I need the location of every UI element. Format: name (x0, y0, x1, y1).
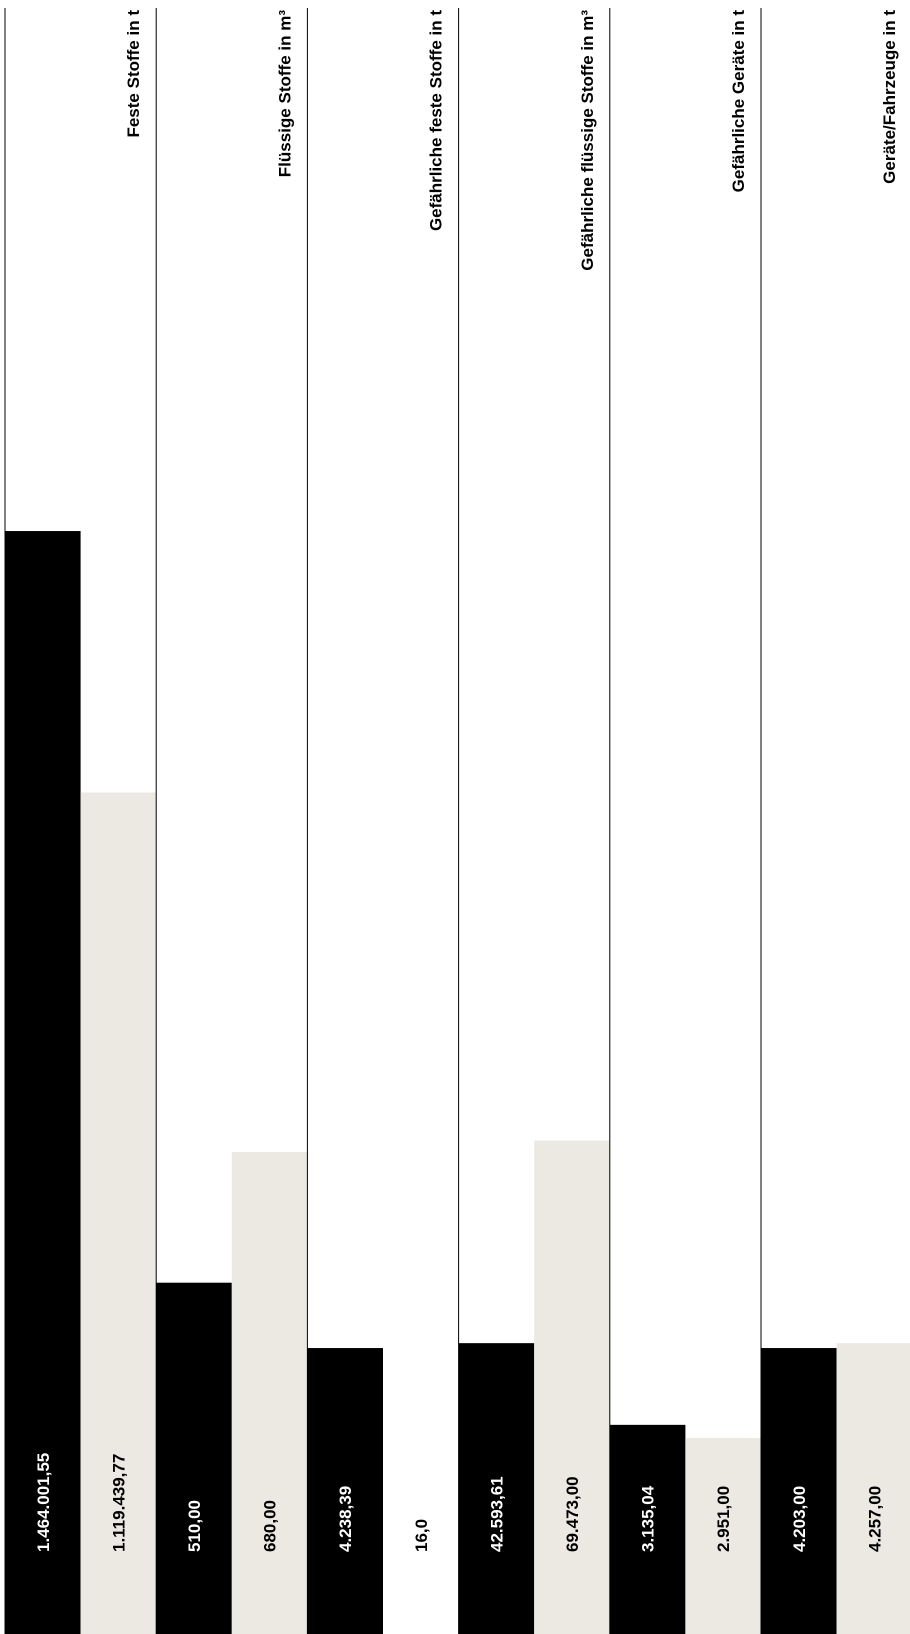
bar-value-label: 1.464.001,55 (34, 1453, 53, 1552)
category-label: Geräte/Fahrzeuge in t (880, 10, 899, 184)
bar (156, 1282, 232, 1634)
bar (80, 792, 157, 1634)
bar-value-label: 4.238,39 (336, 1486, 355, 1552)
bar (458, 1343, 535, 1634)
bar-value-label: 3.135,04 (639, 1485, 658, 1552)
bar (761, 1348, 837, 1634)
bar (5, 531, 81, 1634)
category-label: Feste Stoffe in t (124, 10, 143, 138)
bar (836, 1343, 910, 1634)
bar-value-label: 4.203,00 (790, 1486, 809, 1552)
bar (231, 1151, 308, 1634)
category-label: Gefährliche Geräte in t (729, 10, 748, 193)
category-label: Flüssige Stoffe in m³ (275, 10, 294, 178)
bar-value-label: 2.951,00 (714, 1486, 733, 1552)
bar (685, 1437, 761, 1634)
category-label: Gefährliche feste Stoffe in t (427, 10, 446, 231)
bar-value-label: 1.119.439,77 (109, 1454, 128, 1552)
bar-value-label: 42.593,61 (487, 1476, 506, 1552)
bar (534, 1140, 610, 1634)
bar-value-label: 510,00 (185, 1500, 204, 1552)
category-label: Gefährliche flüssige Stoffe in m³ (578, 10, 597, 271)
bar (307, 1348, 383, 1634)
bar-value-label: 69.473,00 (563, 1476, 582, 1552)
bar-value-label: 16,0 (412, 1519, 431, 1552)
bar-value-label: 4.257,00 (865, 1486, 884, 1552)
bar (609, 1424, 686, 1634)
bar-value-label: 680,00 (261, 1500, 280, 1552)
